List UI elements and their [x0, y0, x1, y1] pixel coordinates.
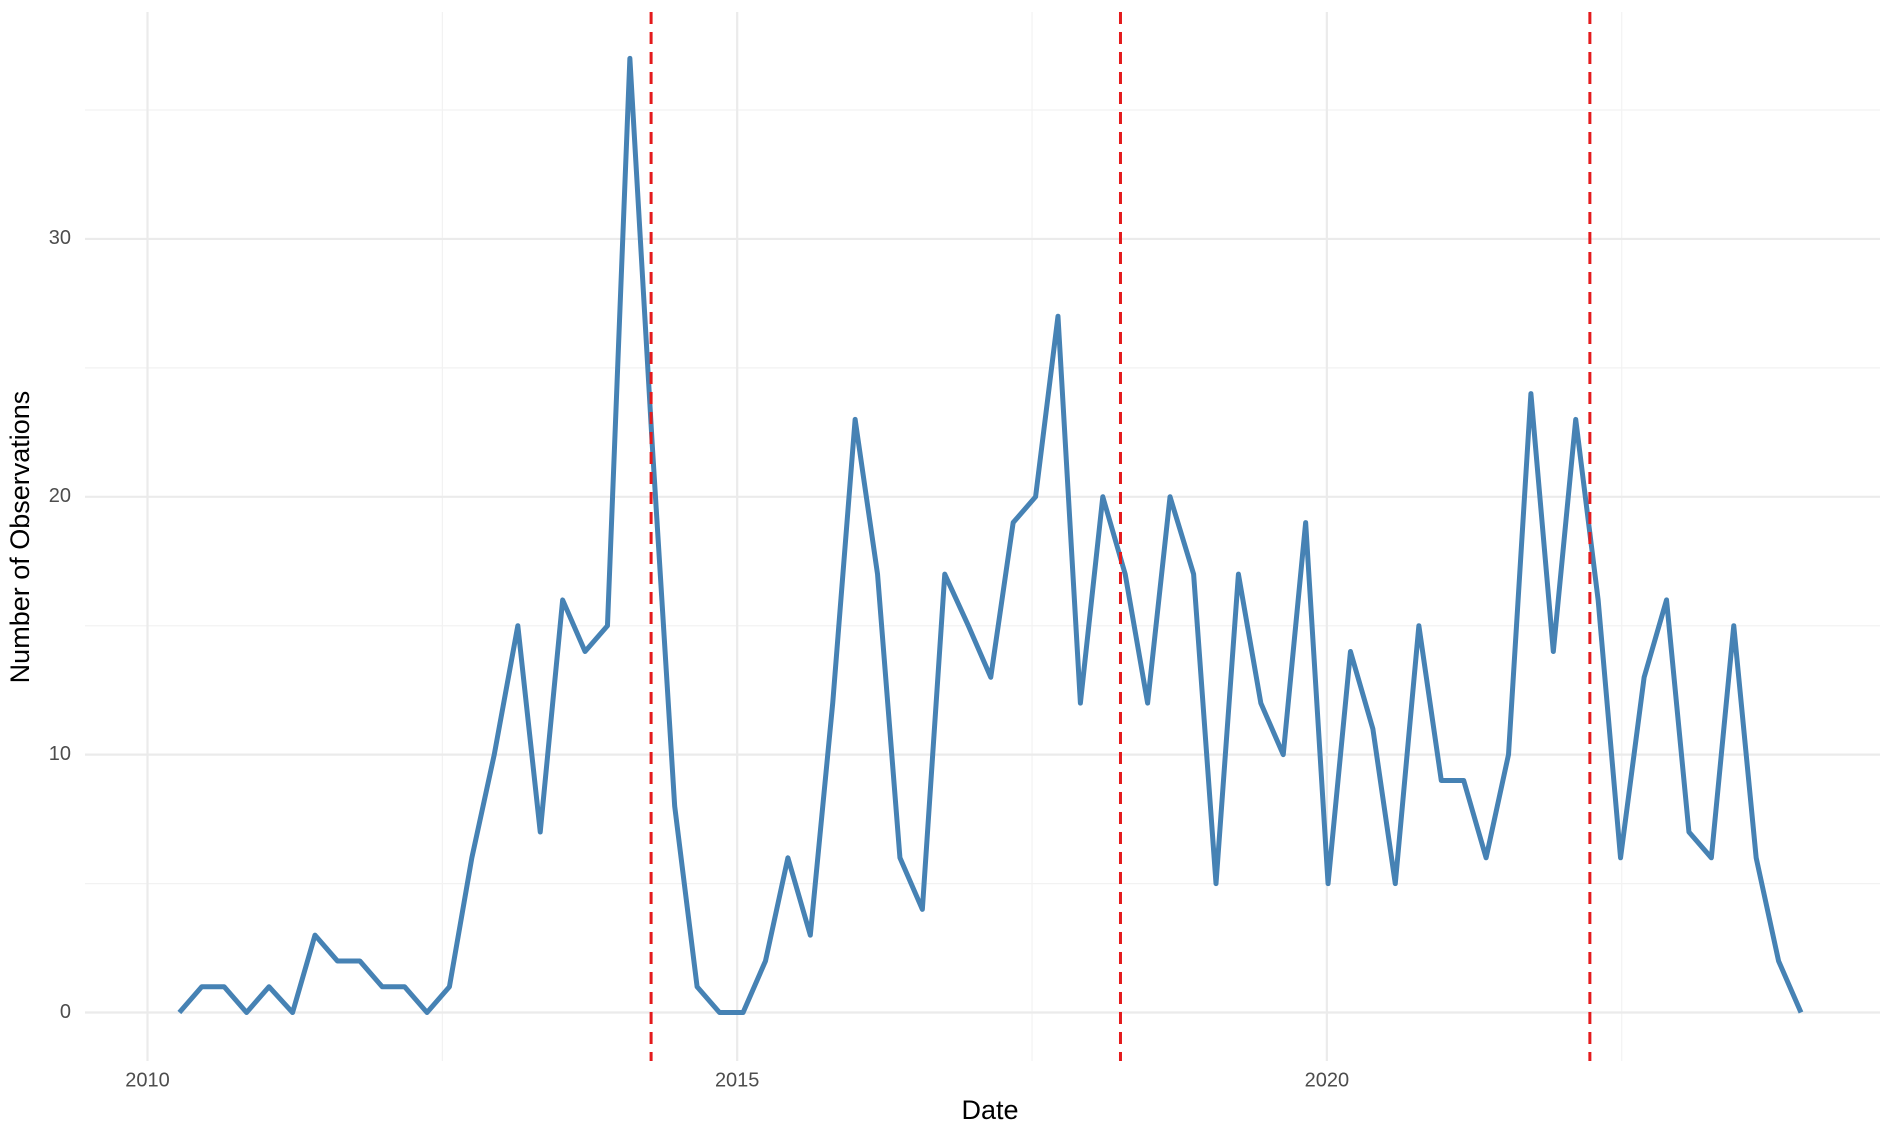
- x-tick-label: 2020: [1305, 1069, 1350, 1091]
- y-tick-label: 30: [49, 227, 71, 249]
- y-tick-label: 10: [49, 743, 71, 765]
- x-axis-title: Date: [961, 1095, 1018, 1125]
- y-tick-label: 0: [60, 1001, 71, 1023]
- x-tick-label: 2015: [715, 1069, 760, 1091]
- y-axis-title: Number of Observations: [5, 391, 35, 684]
- x-tick-label: 2010: [125, 1069, 170, 1091]
- y-tick-label: 20: [49, 485, 71, 507]
- data-line: [177, 55, 1804, 1016]
